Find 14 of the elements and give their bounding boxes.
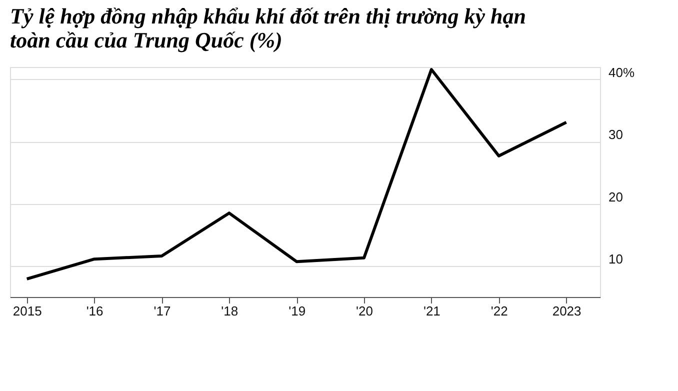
y-tick-label: 10 [608,251,623,266]
x-tick-label: 2015 [12,304,42,318]
x-tick-label: '16 [86,304,104,318]
y-tick-label: 40% [608,64,635,80]
y-tick-label: 30 [608,127,623,142]
x-tick-label: '18 [221,304,238,318]
x-tick-label: 2023 [552,304,582,318]
x-tick-label: '21 [423,304,440,318]
y-tick-label: 20 [608,189,623,204]
chart-title: Tỷ lệ hợp đồng nhập khẩu khí đốt trên thị trường kỳ hạn toàn cầu của Trung Quốc (%) [10,3,526,52]
x-tick-label: '20 [356,304,373,318]
x-tick-label: '19 [288,304,306,318]
x-tick-label: '22 [490,304,508,318]
x-tick-label: '17 [154,304,171,318]
